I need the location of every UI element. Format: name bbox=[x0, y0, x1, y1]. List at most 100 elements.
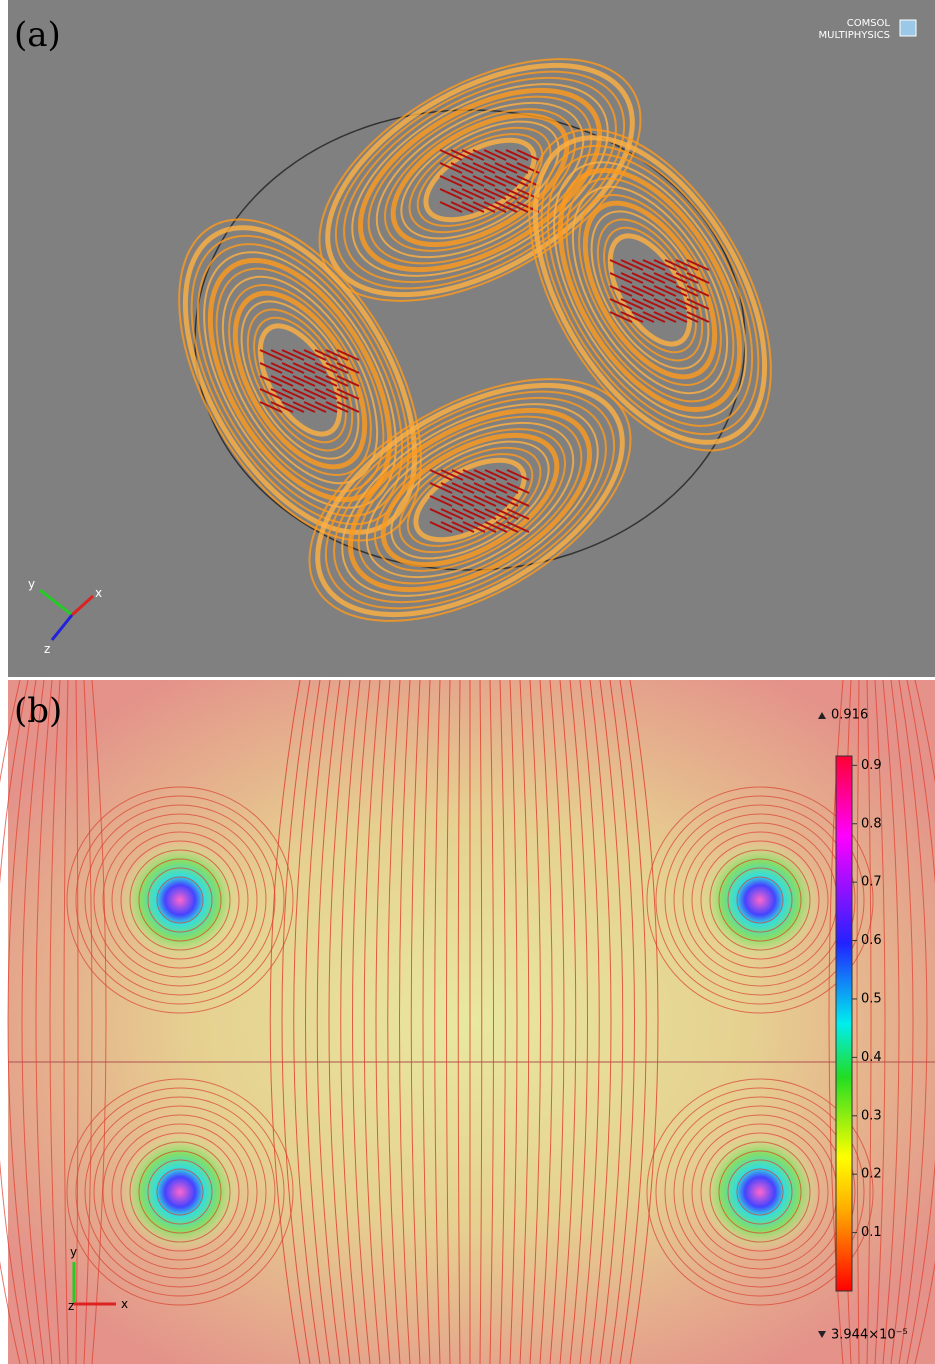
field-line bbox=[333, 396, 607, 604]
arrow bbox=[653, 272, 677, 284]
arrow bbox=[642, 311, 666, 323]
field-line bbox=[540, 144, 760, 436]
field-line bbox=[856, 679, 860, 1364]
arrow bbox=[473, 508, 497, 520]
axis-label: y bbox=[70, 1245, 77, 1259]
field-line bbox=[399, 679, 411, 1364]
arrow bbox=[484, 521, 508, 533]
field-line bbox=[727, 1159, 793, 1225]
field-line bbox=[736, 876, 784, 924]
arrow bbox=[259, 375, 283, 387]
logo-text: MULTIPHYSICS bbox=[819, 30, 890, 41]
arrow bbox=[450, 162, 474, 174]
field-line bbox=[559, 679, 577, 1364]
arrow bbox=[440, 482, 464, 494]
max-marker bbox=[818, 712, 826, 719]
arrow bbox=[495, 521, 519, 533]
arrow bbox=[653, 285, 677, 297]
arrow bbox=[451, 521, 475, 533]
arrow bbox=[281, 388, 305, 400]
arrow bbox=[451, 469, 475, 481]
colorbar-tick-label: 0.7 bbox=[861, 875, 882, 890]
field-line bbox=[914, 679, 935, 1364]
arrow bbox=[664, 259, 688, 271]
field-line bbox=[281, 679, 311, 1364]
axis bbox=[70, 594, 95, 617]
field-line bbox=[203, 251, 397, 509]
arrow bbox=[451, 508, 475, 520]
colorbar-max: 0.916 bbox=[831, 708, 868, 723]
arrow bbox=[314, 388, 338, 400]
field-line bbox=[138, 1150, 222, 1234]
field-line bbox=[539, 679, 553, 1364]
field-line bbox=[363, 679, 381, 1364]
arrow bbox=[473, 495, 497, 507]
field-line bbox=[93, 813, 267, 987]
colorbar-tick-label: 0.9 bbox=[861, 758, 882, 773]
field-line bbox=[293, 679, 321, 1364]
arrow bbox=[336, 375, 360, 387]
arrow bbox=[292, 375, 316, 387]
arrow bbox=[429, 469, 453, 481]
colorbar-tick-label: 0.8 bbox=[861, 816, 882, 831]
arrow bbox=[495, 495, 519, 507]
field-line bbox=[357, 87, 603, 273]
arrow bbox=[609, 311, 633, 323]
field-line bbox=[66, 786, 294, 1014]
field-line bbox=[328, 679, 351, 1364]
arrow bbox=[303, 401, 327, 413]
arrow bbox=[620, 311, 644, 323]
field-line bbox=[599, 679, 624, 1364]
field-line bbox=[347, 407, 593, 593]
field-line bbox=[532, 135, 768, 445]
arrow bbox=[461, 201, 485, 213]
field-line bbox=[316, 679, 341, 1364]
arrow bbox=[472, 149, 496, 161]
arrow bbox=[664, 311, 688, 323]
field-line bbox=[21, 679, 45, 1364]
field-line bbox=[0, 679, 21, 1364]
field-line bbox=[479, 679, 483, 1364]
field-line bbox=[571, 185, 729, 395]
arrow bbox=[259, 388, 283, 400]
field-line bbox=[315, 382, 625, 618]
field-line bbox=[736, 1168, 784, 1216]
field-line bbox=[384, 108, 576, 252]
arrow bbox=[609, 259, 633, 271]
field-line bbox=[553, 161, 747, 419]
arrow bbox=[325, 362, 349, 374]
arrow bbox=[494, 175, 518, 187]
arrow bbox=[270, 388, 294, 400]
arrow bbox=[292, 362, 316, 374]
arrow bbox=[483, 175, 507, 187]
arrow bbox=[439, 175, 463, 187]
panel-label: (a) bbox=[14, 15, 61, 55]
field-line bbox=[147, 867, 213, 933]
field-line bbox=[557, 167, 743, 413]
field-line bbox=[253, 316, 347, 444]
colorbar-tick-label: 0.5 bbox=[861, 991, 882, 1006]
arrow bbox=[336, 388, 360, 400]
field-line bbox=[380, 432, 560, 568]
arrow bbox=[281, 362, 305, 374]
field-line bbox=[398, 446, 542, 554]
field-line bbox=[375, 101, 585, 259]
arrow bbox=[631, 298, 655, 310]
colorbar-tick-label: 0.3 bbox=[861, 1108, 882, 1123]
field-line bbox=[646, 786, 874, 1014]
arrow bbox=[473, 469, 497, 481]
min-marker bbox=[818, 1331, 826, 1338]
arrow bbox=[450, 175, 474, 187]
field-line bbox=[84, 804, 276, 996]
arrow bbox=[675, 298, 699, 310]
arrow bbox=[281, 349, 305, 361]
field-line bbox=[655, 795, 865, 1005]
arrow bbox=[653, 311, 677, 323]
field-line bbox=[655, 1087, 865, 1297]
arrow bbox=[483, 149, 507, 161]
arrow bbox=[620, 272, 644, 284]
arrow bbox=[303, 388, 327, 400]
field-line bbox=[691, 831, 829, 969]
arrow bbox=[292, 388, 316, 400]
